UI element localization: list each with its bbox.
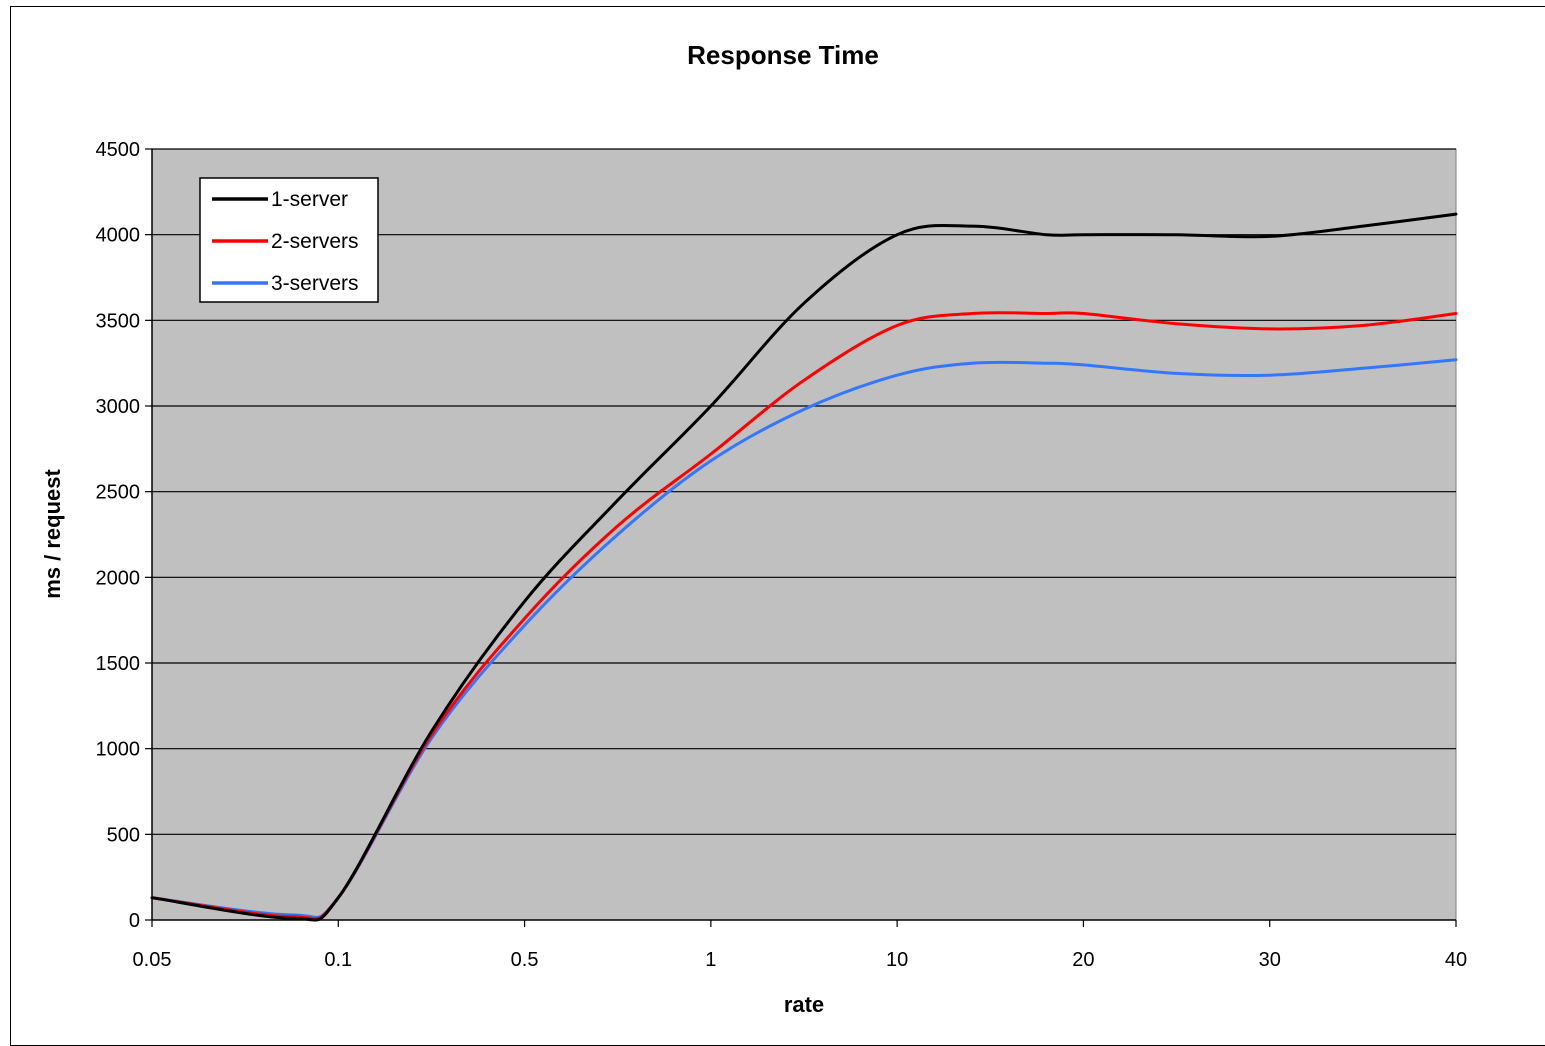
x-axis-ticks: 0.05 0.1 0.5 1 10 20 30 40 — [133, 920, 1467, 971]
gridlines — [152, 148, 1456, 835]
series-line-1-server — [150, 212, 1458, 922]
y-axis-title: ms / request — [40, 469, 65, 599]
y-tick-label: 2500 — [96, 482, 141, 504]
chart-title: Response Time — [687, 40, 879, 70]
legend-label: 1-server — [271, 188, 348, 211]
x-tick-label: 1 — [705, 949, 716, 971]
y-tick-label: 2000 — [96, 567, 141, 589]
y-tick-label: 4000 — [96, 225, 141, 247]
y-axis-ticks: 0 500 1000 1500 2000 2500 3000 3500 4000 4500 — [96, 139, 152, 932]
y-tick-label: 3500 — [96, 310, 141, 332]
x-tick-label: 20 — [1072, 949, 1094, 971]
x-axis-title: rate — [784, 992, 824, 1017]
x-tick-label: 30 — [1259, 949, 1281, 971]
y-tick-label: 500 — [107, 824, 140, 846]
y-tick-label: 0 — [129, 910, 140, 932]
x-tick-label: 0.05 — [133, 949, 172, 971]
y-tick-label: 3000 — [96, 396, 141, 418]
x-tick-label: 10 — [886, 949, 908, 971]
x-tick-label: 40 — [1445, 949, 1467, 971]
y-tick-label: 1000 — [96, 739, 141, 761]
series-lines — [150, 212, 1458, 922]
y-tick-label: 1500 — [96, 653, 141, 675]
x-tick-label: 0.5 — [511, 949, 539, 971]
legend: 1-server 2-servers 3-servers — [199, 177, 379, 303]
legend-label: 2-servers — [271, 230, 359, 253]
y-tick-label: 4500 — [96, 139, 141, 161]
legend-label: 3-servers — [271, 272, 359, 295]
x-tick-label: 0.1 — [324, 949, 352, 971]
